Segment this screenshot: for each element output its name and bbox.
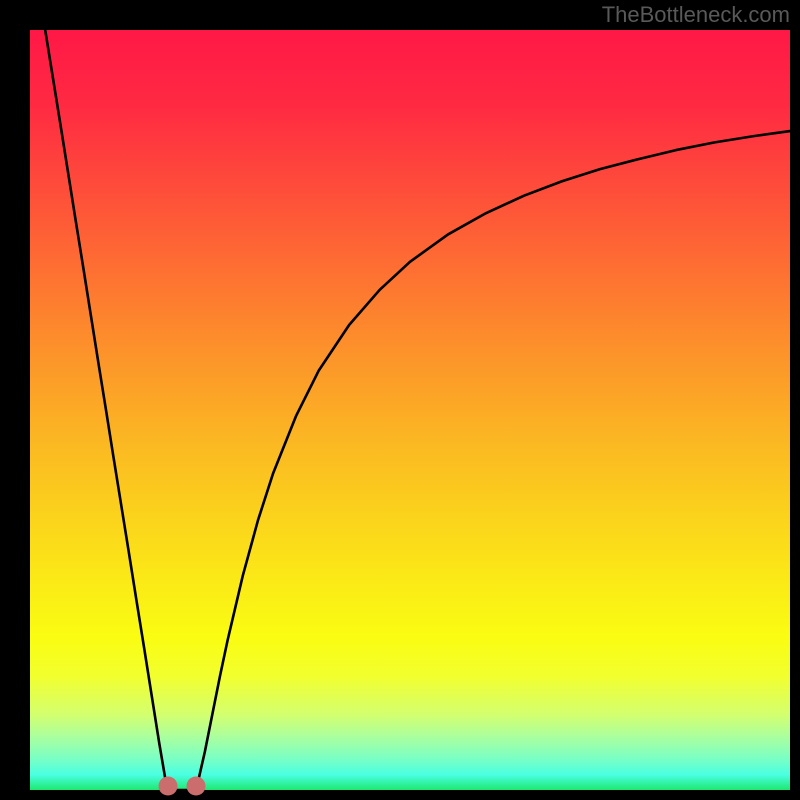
- bottleneck-curve: [45, 30, 790, 790]
- curve-marker: [159, 777, 178, 796]
- curve-marker: [186, 777, 205, 796]
- curve-layer: [0, 0, 800, 800]
